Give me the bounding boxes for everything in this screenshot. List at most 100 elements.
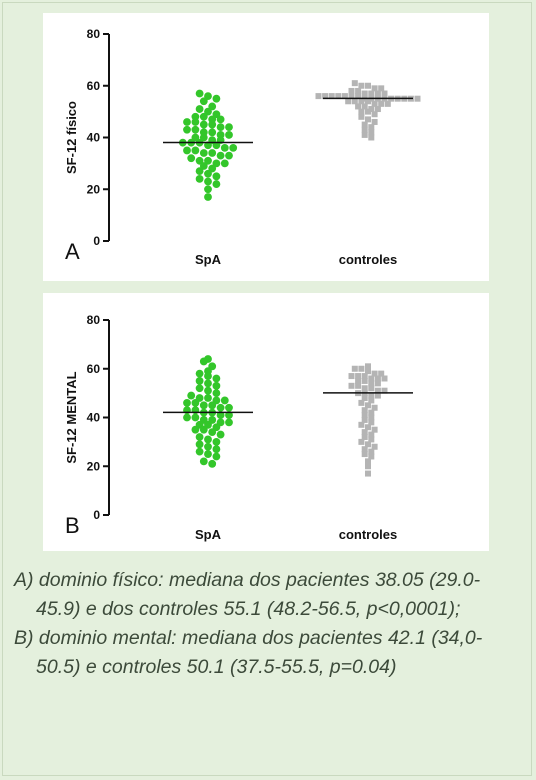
data-point-spa <box>216 403 225 412</box>
data-point-controles <box>361 446 368 453</box>
panel-a: 0 20 40 60 80 SF-12 físico A SpA controles <box>43 13 489 281</box>
data-point-spa <box>199 120 208 129</box>
data-point-controles <box>355 93 362 100</box>
y-tick-label: 20 <box>87 182 101 196</box>
y-tick-label: 40 <box>87 411 101 425</box>
data-point-spa <box>225 131 233 139</box>
category-label: controles <box>339 527 398 542</box>
data-point-spa <box>191 413 200 422</box>
data-point-spa <box>216 430 225 439</box>
data-point-controles <box>361 429 368 436</box>
y-tick-label: 80 <box>87 27 101 41</box>
data-point-controles <box>374 106 381 113</box>
y-axis-label: SF-12 MENTAL <box>64 371 79 463</box>
data-point-spa <box>204 435 212 444</box>
data-point-spa <box>204 372 212 380</box>
data-point-controles <box>361 416 368 423</box>
data-point-spa <box>191 118 200 126</box>
data-point-controles <box>368 419 375 426</box>
data-point-controles <box>365 402 371 409</box>
data-point-spa <box>183 413 191 422</box>
data-point-spa <box>204 185 212 194</box>
data-point-controles <box>368 431 375 438</box>
data-point-controles <box>368 385 375 392</box>
data-point-spa <box>195 369 204 378</box>
data-point-controles <box>371 111 378 118</box>
data-point-controles <box>371 443 378 450</box>
data-point-controles <box>368 397 375 404</box>
data-point-controles <box>348 93 355 100</box>
data-point-controles <box>368 436 375 443</box>
data-point-controles <box>368 380 375 387</box>
data-point-controles <box>378 85 385 92</box>
data-point-controles <box>365 424 371 431</box>
data-point-spa <box>220 159 229 168</box>
y-tick-label: 20 <box>87 459 101 473</box>
data-point-controles <box>335 93 342 100</box>
data-point-controles <box>368 453 375 460</box>
data-point-spa <box>204 379 212 388</box>
data-point-controles <box>358 98 365 105</box>
data-point-spa <box>187 391 196 400</box>
data-point-spa <box>212 437 221 446</box>
data-point-spa <box>191 125 200 134</box>
data-point-controles <box>374 387 381 394</box>
data-point-controles <box>365 108 371 115</box>
data-point-spa <box>220 143 229 152</box>
y-tick-label: 60 <box>87 79 101 93</box>
data-point-spa <box>195 384 204 393</box>
data-point-spa <box>225 403 233 412</box>
y-tick-label: 0 <box>93 234 100 248</box>
data-point-controles <box>365 470 371 477</box>
y-tick-label: 80 <box>87 313 101 327</box>
data-point-controles <box>365 363 371 370</box>
data-point-spa <box>195 433 204 441</box>
data-point-controles <box>374 90 381 97</box>
y-tick-label: 0 <box>93 508 100 522</box>
data-point-spa <box>212 94 221 103</box>
data-point-spa <box>199 357 208 366</box>
data-point-spa <box>229 143 238 152</box>
data-point-controles <box>361 373 368 380</box>
data-point-spa <box>208 459 217 468</box>
data-point-spa <box>212 180 221 188</box>
data-point-controles <box>374 375 381 382</box>
data-point-controles <box>348 87 355 94</box>
data-point-controles <box>374 380 381 387</box>
data-point-controles <box>361 90 368 97</box>
data-point-controles <box>361 126 368 133</box>
data-point-spa <box>195 167 204 176</box>
data-point-spa <box>199 149 208 157</box>
data-point-spa <box>216 151 225 160</box>
data-point-spa <box>195 156 204 165</box>
data-point-spa <box>204 193 212 201</box>
data-point-spa <box>199 133 208 142</box>
data-point-controles <box>361 434 368 440</box>
data-point-spa <box>212 389 221 398</box>
data-point-controles <box>371 85 378 92</box>
data-point-spa <box>212 141 221 150</box>
data-point-controles <box>361 377 368 384</box>
data-point-controles <box>341 93 348 100</box>
data-point-spa <box>204 156 212 165</box>
data-point-spa <box>204 450 212 458</box>
data-point-spa <box>195 175 204 183</box>
data-point-spa <box>216 115 225 124</box>
data-point-spa <box>212 172 221 181</box>
data-point-controles <box>368 129 375 136</box>
data-point-spa <box>195 447 204 456</box>
data-point-controles <box>378 100 385 107</box>
data-point-controles <box>371 370 378 377</box>
data-point-controles <box>358 399 365 406</box>
data-point-controles <box>381 90 388 97</box>
data-point-spa <box>212 452 221 461</box>
data-point-spa <box>204 169 212 178</box>
data-point-controles <box>361 451 368 458</box>
data-point-controles <box>355 382 362 389</box>
data-point-controles <box>365 98 371 105</box>
data-point-controles <box>351 98 358 105</box>
data-point-controles <box>365 116 371 123</box>
data-point-controles <box>351 365 358 372</box>
data-point-spa <box>225 151 233 160</box>
